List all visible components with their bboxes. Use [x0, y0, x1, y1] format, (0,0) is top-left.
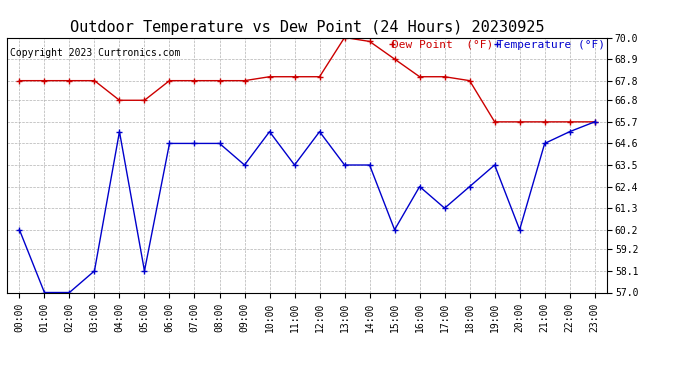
- Dew Point  (°F): [540, 120, 549, 124]
- Dew Point  (°F): [415, 75, 424, 79]
- Text: Copyright 2023 Curtronics.com: Copyright 2023 Curtronics.com: [10, 48, 180, 58]
- Line: Dew Point  (°F): Dew Point (°F): [17, 35, 598, 124]
- Dew Point  (°F): [466, 78, 474, 83]
- Dew Point  (°F): [391, 57, 399, 62]
- Temperature (°F): [315, 129, 324, 134]
- Dew Point  (°F): [215, 78, 224, 83]
- Title: Outdoor Temperature vs Dew Point (24 Hours) 20230925: Outdoor Temperature vs Dew Point (24 Hou…: [70, 20, 544, 35]
- Temperature (°F): [540, 141, 549, 146]
- Temperature (°F): [66, 290, 74, 295]
- Temperature (°F): [566, 129, 574, 134]
- Temperature (°F): [366, 163, 374, 167]
- Temperature (°F): [90, 268, 99, 273]
- Temperature (°F): [491, 163, 499, 167]
- Temperature (°F): [40, 290, 48, 295]
- Temperature (°F): [466, 184, 474, 189]
- Temperature (°F): [290, 163, 299, 167]
- Temperature (°F): [266, 129, 274, 134]
- Dew Point  (°F): [290, 75, 299, 79]
- Temperature (°F): [15, 228, 23, 232]
- Temperature (°F): [391, 228, 399, 232]
- Dew Point  (°F): [40, 78, 48, 83]
- Temperature (°F): [415, 184, 424, 189]
- Dew Point  (°F): [515, 120, 524, 124]
- Dew Point  (°F): [315, 75, 324, 79]
- Dew Point  (°F): [366, 39, 374, 44]
- Dew Point  (°F): [166, 78, 174, 83]
- Dew Point  (°F): [440, 75, 449, 79]
- Dew Point  (°F): [591, 120, 599, 124]
- Temperature (°F): [240, 163, 248, 167]
- Dew Point  (°F): [66, 78, 74, 83]
- Dew Point  (°F): [15, 78, 23, 83]
- Dew Point  (°F): [90, 78, 99, 83]
- Temperature (°F): [166, 141, 174, 146]
- Line: Temperature (°F): Temperature (°F): [17, 119, 598, 295]
- Temperature (°F): [140, 268, 148, 273]
- Dew Point  (°F): [266, 75, 274, 79]
- Temperature (°F): [115, 129, 124, 134]
- Temperature (°F): [591, 120, 599, 124]
- Temperature (°F): [190, 141, 199, 146]
- Dew Point  (°F): [240, 78, 248, 83]
- Temperature (°F): [215, 141, 224, 146]
- Dew Point  (°F): [491, 120, 499, 124]
- Dew Point  (°F): [140, 98, 148, 102]
- Temperature (°F): [440, 206, 449, 210]
- Dew Point  (°F): [190, 78, 199, 83]
- Dew Point  (°F): [566, 120, 574, 124]
- Legend: Dew Point  (°F), Temperature (°F): Dew Point (°F), Temperature (°F): [393, 40, 605, 50]
- Dew Point  (°F): [340, 35, 348, 40]
- Temperature (°F): [340, 163, 348, 167]
- Temperature (°F): [515, 228, 524, 232]
- Dew Point  (°F): [115, 98, 124, 102]
